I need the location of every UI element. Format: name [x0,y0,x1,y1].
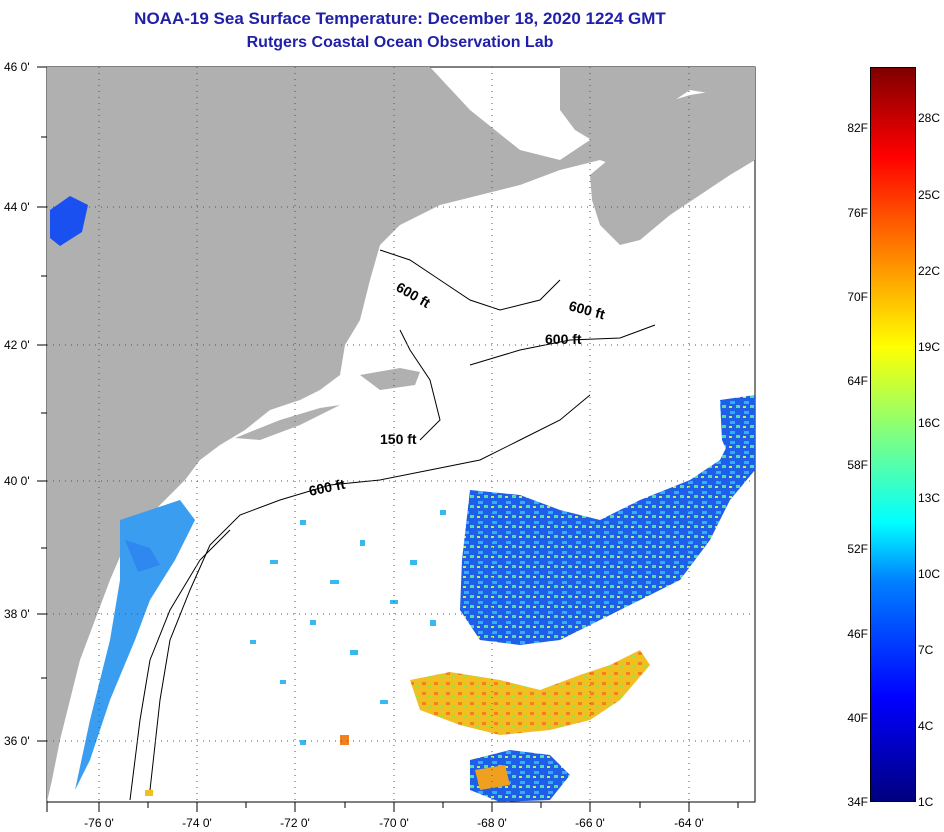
colorbar-c-28: 28C [918,111,941,125]
lon-label-74: -74 0' [182,816,212,830]
lon-label-72: -72 0' [280,816,310,830]
colorbar-c-19: 19C [918,340,941,354]
colorbar-f-58: 58F [847,458,868,472]
lon-label-76: -76 0' [84,816,114,830]
colorbar-f-52: 52F [847,542,868,556]
sst-south-warm [475,765,510,790]
map-subtitle: Rutgers Coastal Ocean Observation Lab [246,34,554,51]
lat-label-42: 42 0' [4,338,30,352]
lat-label-46: 46 0' [4,60,30,74]
colorbar-c-22: 22C [918,264,941,278]
lat-label-36: 36 0' [4,734,30,748]
temperature-colorbar [870,67,916,802]
bathymetry-contours [129,249,656,801]
lat-label-40: 40 0' [4,474,30,488]
lat-label-44: 44 0' [4,200,30,214]
contour-label-150ft: 150 ft [380,431,417,447]
axis-ticks [37,66,739,812]
colorbar-c-10: 10C [918,567,941,581]
sst-south-patch [470,750,570,802]
sst-gulf-stream-north [460,400,755,645]
colorbar-f-82: 82F [847,121,868,135]
lon-label-66: -66 0' [575,816,605,830]
sst-east-edge [720,395,755,470]
graticule [47,67,755,802]
sst-chesapeake [75,500,195,790]
colorbar-c-7: 7C [918,643,934,657]
sst-gulf-stream-south [410,650,650,735]
map-title: NOAA-19 Sea Surface Temperature: Decembe… [134,9,666,28]
colorbar-f-76: 76F [847,206,868,220]
colorbar-f-46: 46F [847,627,868,641]
colorbar-c-13: 13C [918,491,941,505]
colorbar-c-16: 16C [918,416,941,430]
land-us-northeast [47,67,755,802]
land-cape-cod [360,368,420,390]
lon-label-70: -70 0' [379,816,409,830]
colorbar-c-4: 4C [918,719,934,733]
colorbar-c-1: 1C [918,795,934,809]
contour-label-600ft-d: 600 ft [307,476,346,499]
contour-label-600ft-c: 600 ft [545,331,582,347]
colorbar-f-70: 70F [847,290,868,304]
sst-lake-ontario [50,196,88,246]
lon-label-64: -64 0' [674,816,704,830]
colorbar-c-25: 25C [918,188,941,202]
colorbar-f-64: 64F [847,374,868,388]
lat-label-38: 38 0' [4,607,30,621]
colorbar-f-40: 40F [847,711,868,725]
sst-delaware [125,540,160,572]
colorbar-f-34: 34F [847,795,868,809]
land-nova-scotia [590,110,755,245]
land-long-island [235,405,340,440]
lon-label-68: -68 0' [477,816,507,830]
land-canada [560,67,755,145]
